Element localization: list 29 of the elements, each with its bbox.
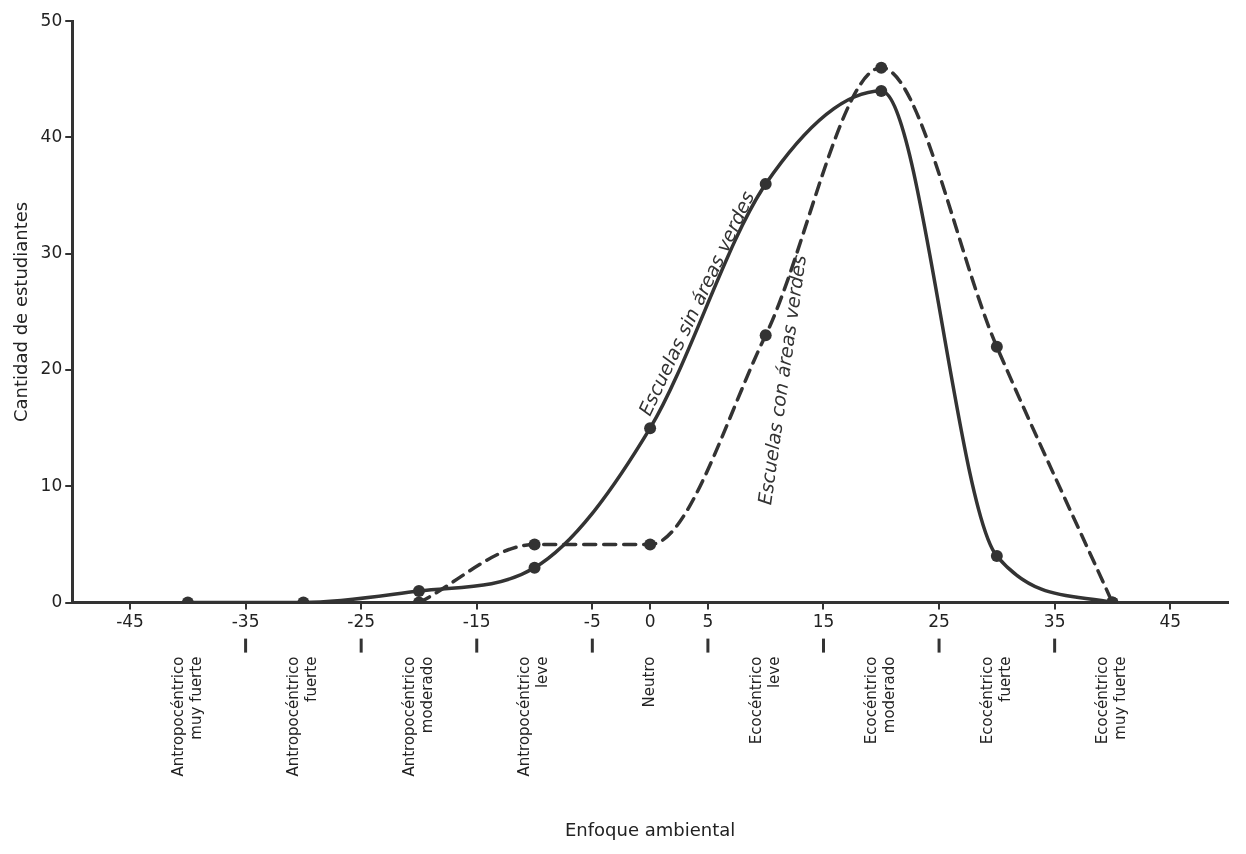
text: Ecocéntrico leve: [746, 656, 783, 745]
y-tick-label: 50: [40, 9, 63, 30]
text: Enfoque ambiental: [564, 818, 736, 840]
x-tick-label: 5: [702, 611, 714, 632]
x-tick-label: 35: [1043, 611, 1066, 632]
text: Ecocéntrico fuerte: [977, 656, 1014, 745]
y-tick-label: 0: [51, 591, 63, 612]
y-tick-label: 20: [40, 358, 63, 379]
y-tick-label: 10: [40, 474, 63, 495]
x-tick-label: 45: [1159, 611, 1182, 632]
x-tick-label: 0: [644, 611, 656, 632]
y-tick-label: 30: [40, 242, 63, 263]
x-tick-label: -15: [462, 611, 491, 632]
text: Escuelas con áreas verdes: [753, 253, 811, 507]
text: Antropocéntrico muy fuerte: [168, 656, 205, 777]
x-tick-label: -45: [116, 611, 144, 632]
y-tick-label: 40: [40, 125, 63, 146]
text: Antropocéntrico moderado: [399, 656, 436, 777]
text: Antropocéntrico fuerte: [284, 656, 321, 777]
x-tick-label: -35: [231, 611, 260, 632]
x-tick-label: -25: [347, 611, 376, 632]
x-tick-label: 15: [812, 611, 835, 632]
x-tick-label: -5: [583, 611, 601, 632]
text: Antropocéntrico leve: [515, 656, 552, 777]
x-tick-label: 25: [928, 611, 950, 632]
text: Ecocéntrico muy fuerte: [1093, 656, 1130, 745]
text: Neutro: [640, 656, 659, 708]
text: Ecocéntrico moderado: [862, 656, 899, 745]
y-axis-title: Cantidad de estudiantes: [10, 201, 32, 422]
